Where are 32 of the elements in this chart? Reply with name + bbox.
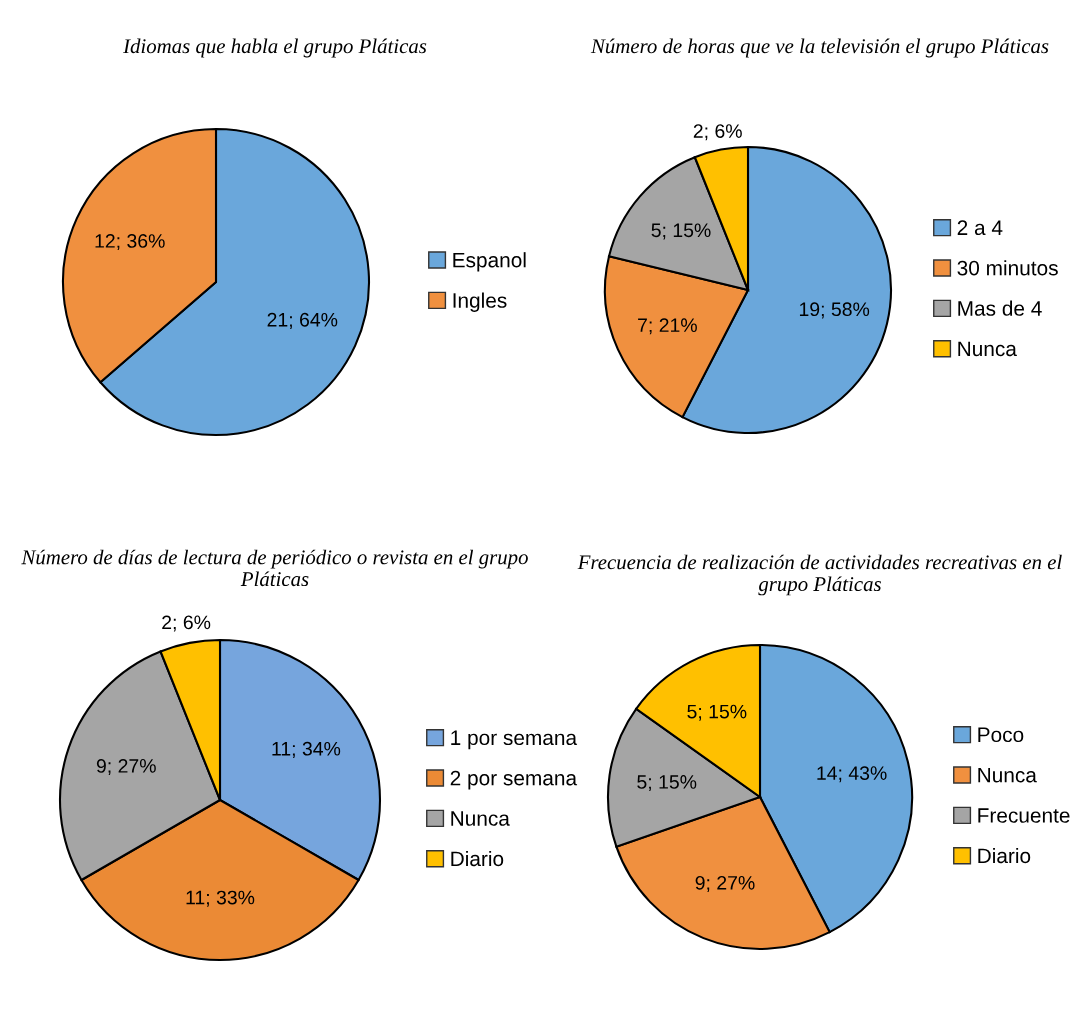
data-label: 2; 6% — [693, 124, 742, 141]
legend-label: 30 minutos — [957, 260, 1058, 276]
chart-title: Idiomas que habla el grupo Pláticas — [123, 38, 427, 58]
chart-title: Frecuencia de realización de actividades recreativas en el grupo Pláticas — [577, 554, 1062, 596]
legend-label: Poco — [978, 727, 1024, 743]
chart-title: Número de días de lectura de periódico o revista en el grupo Pláticas — [21, 549, 528, 587]
chart-title: Número de horas que ve la televisión el grupo Pláticas — [590, 38, 1049, 58]
legend-label: Diario — [451, 850, 504, 867]
legend-label: Nunca — [958, 341, 1017, 357]
data-label: 9; 27% — [695, 875, 755, 893]
data-label: 21; 64% — [267, 312, 338, 329]
legend-label: Frecuente — [978, 808, 1070, 823]
data-label: 5; 15% — [637, 775, 697, 792]
data-label: 2; 6% — [162, 615, 211, 632]
legend-label: 1 por semana — [451, 730, 578, 750]
data-label: 11; 33% — [186, 890, 255, 907]
legend-label: Nunca — [451, 811, 510, 826]
legend-label: Espanol — [453, 252, 526, 272]
data-label: 9; 27% — [96, 759, 156, 776]
legend-label: 2 a 4 — [957, 220, 1003, 236]
legend-label: Ingles — [453, 292, 507, 312]
legend-label: Diario — [978, 847, 1031, 864]
data-label: 11; 34% — [272, 741, 341, 758]
data-label: 5; 15% — [651, 223, 711, 240]
legend-label: Nunca — [978, 767, 1037, 783]
data-label: 19; 58% — [799, 302, 870, 319]
data-label: 5; 15% — [687, 704, 747, 721]
legend-label: 2 por semana — [450, 770, 578, 790]
data-label: 7; 21% — [638, 318, 697, 335]
data-label: 14; 43% — [817, 766, 887, 783]
data-label: 12; 36% — [95, 234, 165, 251]
legend-label: Mas de 4 — [958, 300, 1042, 316]
